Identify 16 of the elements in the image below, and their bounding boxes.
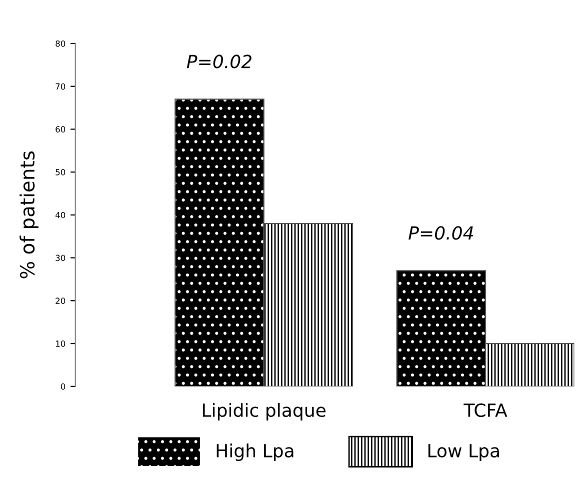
y-tick-label: 80 [56,40,66,47]
y-tick-label: 20 [56,298,66,304]
y-tick-label: 70 [56,83,66,90]
y-tick-label: 50 [56,169,66,176]
y-tick-label: 10 [56,340,66,347]
x-tick-label: Lipidic plaque [202,403,326,421]
legend-label: Low Lpa [428,444,499,462]
y-tick-label: 0 [60,383,66,390]
annotation: P=0.04 [408,226,474,240]
legend-label: High Lpa [216,444,294,462]
x-tick-label: TCFA [464,403,508,418]
y-tick-label: 60 [56,126,66,132]
y-tick-label: 40 [55,212,66,218]
y-axis-title: % of patients [20,151,38,278]
y-tick-label: 30 [56,254,66,262]
annotation: P=0.02 [186,54,252,68]
